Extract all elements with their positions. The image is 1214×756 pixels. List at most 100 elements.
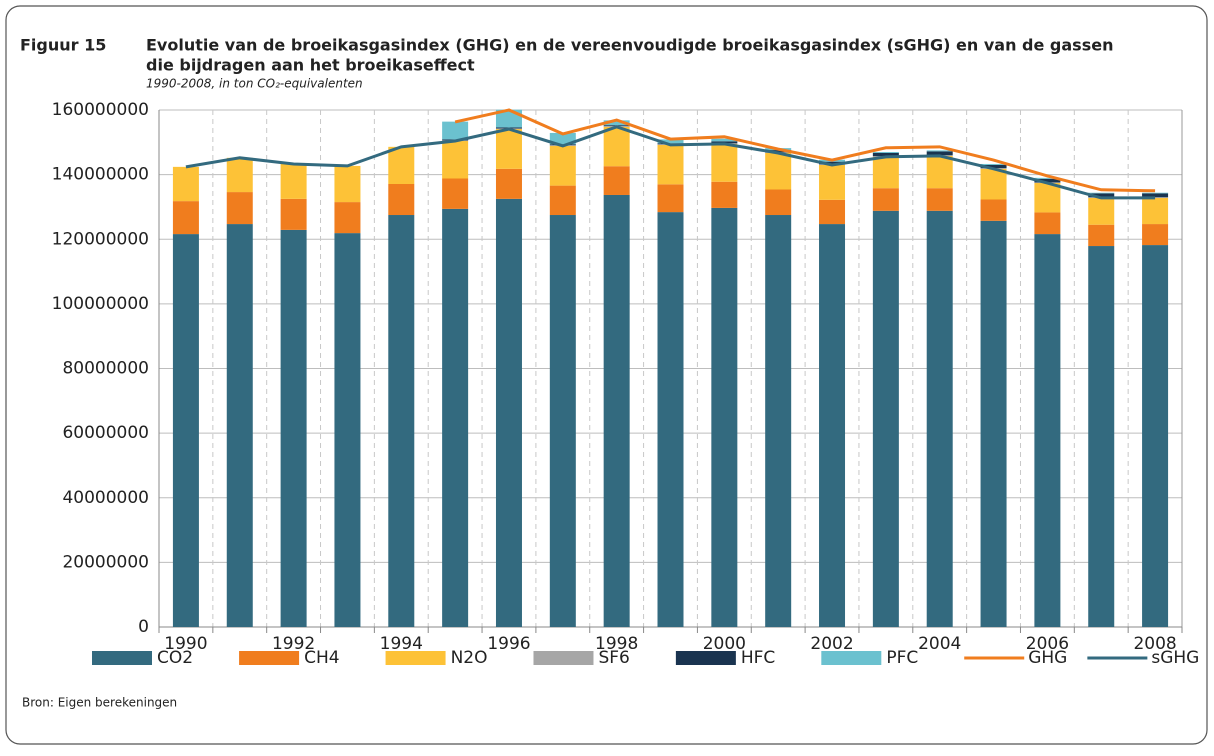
x-tick-label: 2000: [703, 634, 746, 654]
bar-segment: [872, 152, 899, 157]
bar-segment: [495, 129, 522, 169]
legend-label: GHG: [1028, 648, 1067, 668]
bar-segment: [711, 138, 738, 142]
bar-segment: [495, 168, 522, 199]
bar-segment: [1142, 224, 1169, 246]
bar-segment: [1142, 245, 1169, 627]
chart-subtitle: 1990-2008, in ton CO₂-equivalenten: [146, 77, 363, 91]
bar-segment: [980, 199, 1007, 221]
bar-segment: [980, 220, 1007, 627]
x-tick-label: 1992: [272, 634, 315, 654]
bar-segment: [226, 157, 253, 193]
x-tick-label: 1996: [487, 634, 530, 654]
x-tick-label: 1994: [380, 634, 423, 654]
bar-segment: [388, 215, 415, 627]
bar-segment: [549, 215, 576, 627]
bar-segment: [603, 194, 630, 627]
bar-segment: [549, 132, 576, 145]
y-tick-label: 120000000: [52, 229, 149, 249]
bar-segment: [442, 141, 469, 179]
bar-segment: [172, 166, 199, 202]
bar-segment: [1034, 177, 1061, 179]
bar-segment: [172, 201, 199, 235]
bar-segment: [872, 210, 899, 627]
bar-segment: [872, 156, 899, 189]
x-tick-label: 2006: [1026, 634, 1069, 654]
bar-segment: [1142, 193, 1169, 198]
bar-segment: [926, 151, 953, 156]
line-series: [185, 125, 1156, 200]
bar-segment: [226, 192, 253, 225]
y-tick-label: 0: [138, 617, 149, 637]
x-tick-label: 2002: [810, 634, 853, 654]
bar-segment: [872, 152, 899, 153]
bar-segment: [980, 164, 1007, 169]
bar-segment: [549, 185, 576, 216]
chart-title: die bijdragen aan het broeikaseffect: [146, 56, 475, 75]
legend-label: N2O: [451, 648, 488, 668]
legend-label: sGHG: [1151, 648, 1199, 668]
bar-segment: [711, 141, 738, 144]
legend-swatch: [239, 651, 300, 665]
bar-segment: [926, 150, 953, 152]
bar-segment: [280, 198, 307, 230]
bar-segment: [442, 208, 469, 627]
bar-segment: [926, 188, 953, 211]
y-tick-label: 20000000: [62, 552, 149, 572]
bar-segment: [442, 121, 469, 140]
bar-segment: [1088, 197, 1115, 225]
bar-segment: [819, 199, 846, 225]
bar-segment: [765, 150, 792, 153]
bar-segment: [1034, 183, 1061, 213]
y-tick-label: 40000000: [62, 488, 149, 508]
bar-segment: [334, 202, 361, 234]
bar-segment: [226, 224, 253, 628]
bar-segment: [765, 215, 792, 627]
bar-segment: [765, 152, 792, 190]
bar-segment: [711, 143, 738, 182]
bar-segment: [549, 145, 576, 186]
legend-swatch: [821, 651, 882, 665]
bar-segment: [1034, 212, 1061, 235]
bar-segment: [1034, 178, 1061, 183]
bar-segment: [657, 144, 684, 185]
x-tick-label: 1990: [164, 634, 207, 654]
bar-segment: [388, 183, 415, 216]
bar-segment: [657, 184, 684, 213]
legend-label: CO2: [157, 648, 193, 668]
source: Bron: Eigen berekeningen: [22, 696, 177, 710]
x-tick-label: 1998: [595, 634, 638, 654]
bar-segment: [926, 210, 953, 627]
bar-segment: [1034, 234, 1061, 627]
bar-segment: [657, 212, 684, 628]
bar-segment: [657, 139, 684, 144]
legend-label: CH4: [304, 648, 339, 668]
x-tick-label: 2008: [1133, 634, 1176, 654]
bar-segment: [926, 155, 953, 189]
legend-label: HFC: [741, 648, 775, 668]
y-tick-label: 100000000: [52, 294, 149, 314]
bar-segment: [280, 163, 307, 199]
bar-segment: [1088, 224, 1115, 247]
legend-swatch: [533, 651, 594, 665]
bar-segment: [872, 188, 899, 211]
bar-segment: [172, 234, 199, 627]
y-tick-label: 160000000: [52, 100, 149, 120]
bar-segment: [603, 120, 630, 126]
legend-label: PFC: [886, 648, 918, 668]
legend-swatch: [385, 651, 446, 665]
bar-segment: [495, 198, 522, 627]
bar-segment: [819, 164, 846, 200]
bar-segment: [819, 224, 846, 628]
legend-label: SF6: [598, 648, 629, 668]
y-tick-label: 80000000: [62, 359, 149, 379]
legend-swatch: [675, 651, 736, 665]
legend-swatch: [92, 651, 152, 665]
bar-segment: [603, 126, 630, 167]
figure-label: Figuur 15: [20, 36, 106, 55]
bar-segment: [980, 168, 1007, 200]
bar-segment: [1142, 192, 1169, 194]
bar-segment: [442, 178, 469, 209]
bar-segment: [334, 233, 361, 627]
